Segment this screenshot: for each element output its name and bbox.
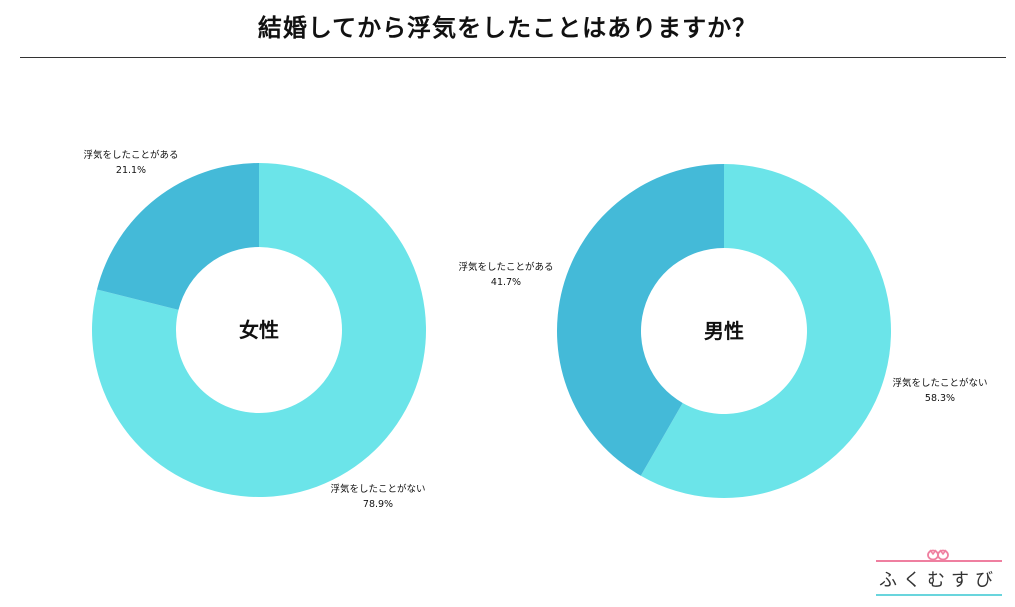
knot-icon [927, 549, 949, 561]
logo-bottom-line [876, 594, 1002, 596]
donut-slice [640, 164, 891, 498]
donut-center-label: 女性 [239, 318, 279, 342]
slice-label: 浮気をしたことがない [892, 377, 987, 389]
logo-top-line [876, 560, 1002, 562]
donut-slice [556, 164, 724, 476]
slice-value-label: 41.7% [491, 277, 521, 288]
slice-value-label: 58.3% [925, 393, 955, 404]
donut-chart-male: 浮気をしたことがない 58.3% 浮気をしたことがある 41.7% 男性 [458, 164, 988, 498]
slice-label: 浮気をしたことがある [83, 149, 178, 161]
slice-label: 浮気をしたことがある [458, 261, 553, 273]
donut-slice [96, 163, 259, 310]
brand-name: ふくむすび [879, 570, 999, 591]
slice-value-label: 78.9% [363, 499, 393, 510]
donut-center-label: 男性 [704, 319, 744, 343]
slice-value-label: 21.1% [116, 165, 146, 176]
donut-slice [91, 163, 427, 497]
brand-logo: ふくむすび [870, 548, 1002, 600]
slice-label: 浮気をしたことがない [330, 483, 425, 495]
donut-chart-female: 浮気をしたことがない 78.9% 浮気をしたことがある 21.1% 女性 [83, 149, 427, 510]
title-divider [20, 57, 1006, 58]
page-title: 結婚してから浮気をしたことはありますか？ [257, 14, 758, 42]
